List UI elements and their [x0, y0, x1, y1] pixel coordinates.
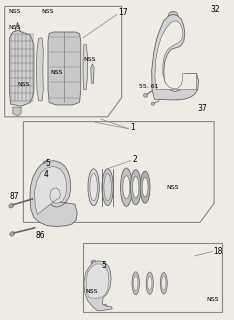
Text: 1: 1: [130, 124, 135, 132]
Polygon shape: [30, 161, 77, 227]
Polygon shape: [83, 44, 88, 90]
Text: 18: 18: [213, 247, 223, 256]
Polygon shape: [91, 64, 94, 83]
Ellipse shape: [140, 171, 150, 203]
Ellipse shape: [173, 93, 181, 100]
Ellipse shape: [133, 177, 139, 198]
Polygon shape: [9, 30, 34, 106]
Polygon shape: [86, 264, 109, 298]
Ellipse shape: [48, 219, 55, 224]
Ellipse shape: [132, 272, 139, 295]
Polygon shape: [13, 107, 21, 116]
Ellipse shape: [90, 173, 97, 201]
Text: 37: 37: [198, 104, 208, 113]
Polygon shape: [155, 21, 197, 90]
Text: 5: 5: [46, 159, 51, 168]
Ellipse shape: [131, 170, 141, 205]
Text: 4: 4: [43, 170, 48, 179]
Ellipse shape: [104, 173, 111, 201]
Ellipse shape: [142, 178, 148, 197]
Ellipse shape: [88, 169, 99, 206]
Polygon shape: [48, 32, 81, 105]
Text: 17: 17: [118, 8, 128, 17]
Text: 2: 2: [132, 156, 137, 164]
Polygon shape: [84, 261, 112, 310]
Bar: [83, 243, 222, 312]
Ellipse shape: [123, 176, 130, 199]
Polygon shape: [152, 14, 198, 100]
Ellipse shape: [160, 272, 167, 294]
Ellipse shape: [9, 204, 14, 208]
Ellipse shape: [162, 276, 166, 290]
Polygon shape: [35, 166, 67, 214]
Ellipse shape: [143, 93, 148, 97]
Text: 55. 61: 55. 61: [139, 84, 159, 89]
Ellipse shape: [102, 304, 107, 309]
Text: NSS: NSS: [50, 69, 63, 75]
Text: 5: 5: [102, 261, 107, 270]
Ellipse shape: [91, 260, 96, 265]
Text: NSS: NSS: [41, 9, 53, 14]
Text: NSS: NSS: [18, 82, 30, 87]
Polygon shape: [36, 38, 43, 101]
Ellipse shape: [121, 168, 132, 206]
Ellipse shape: [148, 276, 152, 290]
Text: 87: 87: [9, 192, 19, 201]
Ellipse shape: [168, 11, 178, 19]
Text: 86: 86: [35, 231, 45, 240]
Ellipse shape: [43, 161, 48, 166]
Ellipse shape: [102, 169, 113, 206]
Ellipse shape: [47, 218, 56, 225]
Text: NSS: NSS: [8, 25, 21, 30]
Text: NSS: NSS: [83, 57, 95, 62]
Ellipse shape: [10, 232, 15, 236]
Ellipse shape: [151, 102, 155, 105]
Text: NSS: NSS: [85, 289, 98, 294]
Text: NSS: NSS: [166, 185, 179, 190]
Text: NSS: NSS: [206, 297, 218, 302]
Ellipse shape: [146, 272, 153, 294]
Text: 32: 32: [211, 5, 220, 14]
Ellipse shape: [134, 276, 138, 291]
Text: NSS: NSS: [8, 9, 21, 14]
